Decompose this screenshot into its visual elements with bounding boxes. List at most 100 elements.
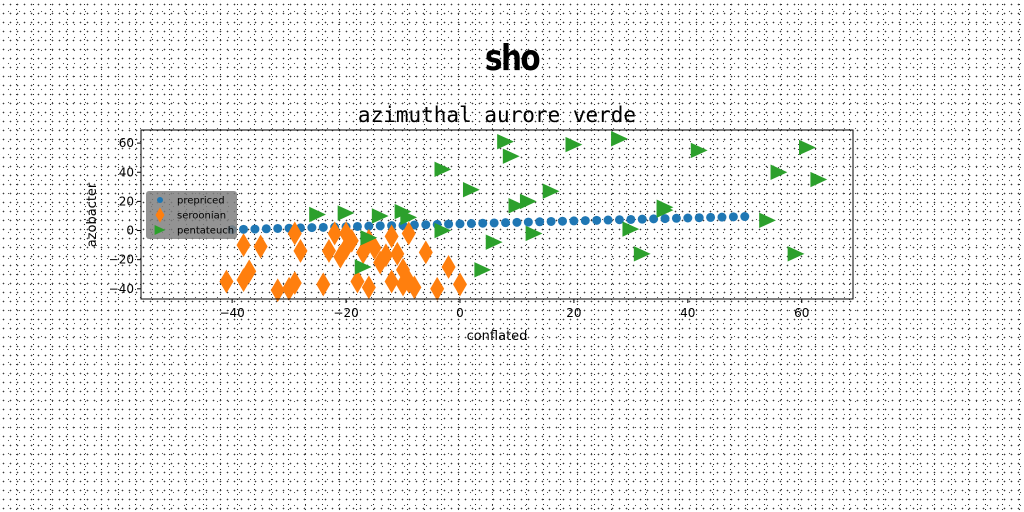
seroonian-point bbox=[327, 221, 342, 246]
x-tick-label: −40 bbox=[219, 306, 244, 320]
prepriced-point bbox=[239, 224, 249, 234]
x-tick-label: 60 bbox=[794, 306, 809, 320]
prepriced-point bbox=[717, 212, 727, 222]
prepriced-point bbox=[512, 217, 522, 227]
prepriced-point bbox=[637, 214, 647, 224]
pentateuch-point bbox=[759, 212, 776, 229]
x-tick-label: −20 bbox=[333, 306, 358, 320]
pentateuch-point bbox=[337, 205, 355, 221]
prepriced-point bbox=[523, 217, 533, 227]
seroonian-point bbox=[407, 275, 422, 300]
prepriced-point bbox=[694, 213, 704, 223]
prepriced-point bbox=[273, 223, 283, 233]
seroonian-point bbox=[367, 236, 382, 260]
seroonian-point bbox=[287, 271, 302, 295]
seroonian-point bbox=[378, 243, 393, 268]
seroonian-point bbox=[390, 241, 405, 266]
seroonian-point bbox=[293, 239, 308, 263]
pentateuch-point bbox=[474, 262, 492, 278]
seroonian-point bbox=[344, 228, 359, 253]
y-tick-label: 60 bbox=[119, 136, 134, 150]
pentateuch-point bbox=[770, 164, 788, 180]
pentateuch-point bbox=[485, 234, 503, 250]
seroonian-point bbox=[441, 255, 456, 279]
seroonian-point bbox=[401, 221, 416, 246]
y-axis-label: azobacter bbox=[85, 182, 100, 247]
seroonian-point bbox=[361, 275, 376, 300]
prepriced-point bbox=[626, 214, 636, 224]
prepriced-point bbox=[683, 213, 693, 223]
prepriced-point bbox=[375, 221, 385, 231]
prepriced-point bbox=[318, 222, 328, 232]
plot-marks bbox=[219, 131, 828, 303]
prepriced-point bbox=[546, 216, 556, 226]
prepriced-point bbox=[444, 219, 454, 229]
pentateuch-point bbox=[656, 199, 674, 215]
pentateuch-point bbox=[462, 182, 480, 198]
prepriced-point bbox=[569, 216, 579, 226]
pentateuch-point bbox=[542, 183, 560, 199]
pentateuch-point bbox=[519, 193, 537, 210]
seroonian-point bbox=[430, 276, 445, 301]
prepriced-point bbox=[706, 212, 716, 222]
x-axis: −40 −20 0 20 40 60 bbox=[219, 299, 809, 320]
y-tick-label: 0 bbox=[126, 224, 134, 238]
pentateuch-point bbox=[810, 171, 828, 188]
plot-area-frame bbox=[140, 129, 854, 300]
x-tick-label: 0 bbox=[456, 306, 464, 320]
figure-title: sho bbox=[485, 38, 541, 79]
prepriced-point bbox=[501, 218, 511, 228]
pentateuch-point bbox=[622, 221, 640, 237]
legend-box bbox=[146, 191, 237, 239]
prepriced-point bbox=[261, 224, 271, 234]
seroonian-point bbox=[253, 234, 268, 259]
seroonian-point bbox=[270, 278, 285, 303]
pentateuch-point bbox=[434, 161, 452, 178]
pentateuch-point bbox=[565, 136, 583, 153]
seroonian-point bbox=[321, 239, 336, 263]
prepriced-point bbox=[250, 224, 260, 234]
seroonian-point bbox=[384, 224, 399, 249]
pentateuch-point bbox=[633, 246, 651, 262]
prepriced-point bbox=[489, 218, 499, 228]
pentateuch-point bbox=[525, 225, 543, 242]
seroonian-point bbox=[339, 221, 354, 246]
prepriced-point bbox=[307, 223, 317, 233]
pentateuch-point bbox=[690, 142, 708, 159]
pentateuch-point bbox=[502, 148, 520, 164]
seroonian-point bbox=[236, 233, 251, 257]
prepriced-point bbox=[364, 221, 374, 231]
pentateuch-point bbox=[787, 246, 805, 262]
pentateuch-point bbox=[611, 131, 628, 147]
prepriced-point bbox=[592, 215, 602, 225]
pentateuch-point bbox=[799, 139, 816, 156]
legend: prepriced seroonian pentateuch bbox=[146, 191, 237, 239]
pentateuch-point bbox=[434, 222, 452, 239]
y-tick-label: −40 bbox=[109, 282, 134, 296]
seroonian-point bbox=[287, 221, 302, 246]
legend-label-prepriced: prepriced bbox=[177, 196, 225, 207]
pentateuch-point bbox=[360, 230, 378, 246]
pentateuch-point bbox=[309, 206, 326, 223]
pentateuch-point bbox=[354, 259, 372, 275]
pentateuch-point bbox=[497, 133, 514, 150]
seroonian-point bbox=[396, 257, 411, 282]
prepriced-point bbox=[455, 219, 465, 229]
chart-title: azimuthal aurore verde bbox=[358, 103, 636, 127]
prepriced-point bbox=[352, 221, 362, 231]
pentateuch-point bbox=[508, 198, 526, 214]
prepriced-point bbox=[614, 215, 624, 225]
legend-label-seroonian: seroonian bbox=[177, 211, 226, 222]
legend-marker-seroonian bbox=[155, 207, 165, 223]
prepriced-point bbox=[466, 219, 476, 229]
pentateuch-point bbox=[371, 208, 389, 224]
y-tick-label: −20 bbox=[109, 253, 134, 267]
legend-label-pentateuch: pentateuch bbox=[177, 226, 234, 237]
prepriced-point bbox=[649, 214, 659, 224]
prepriced-point bbox=[740, 212, 750, 222]
seroonian-point bbox=[242, 259, 257, 284]
prepriced-point bbox=[409, 220, 419, 230]
prepriced-point bbox=[603, 215, 613, 225]
seroonian-point bbox=[396, 272, 411, 297]
